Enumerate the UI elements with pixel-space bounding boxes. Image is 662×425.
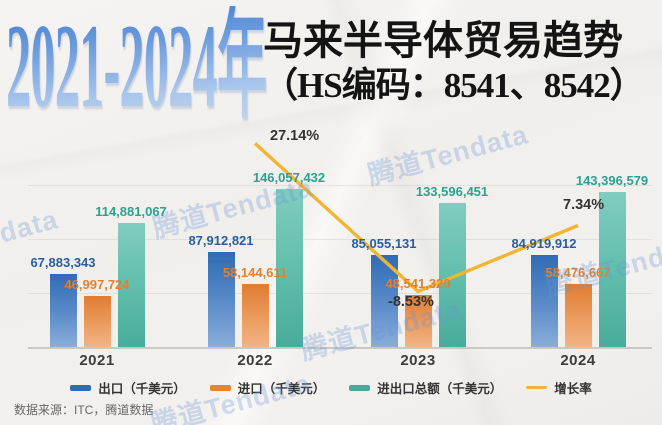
legend-label-total: 进出口总额（千美元）: [377, 382, 503, 396]
total-value-label-2024: 143,396,579: [575, 172, 649, 188]
main-title: 马来半导体贸易趋势: [263, 18, 623, 63]
import-bar-2022: [241, 284, 269, 347]
growth-rate-label-2022: 27.14%: [270, 128, 320, 145]
import-value-label-2023: 48,541,320: [385, 275, 451, 291]
x-tick-2023: 2023: [400, 352, 436, 369]
title-block: 马来半导体贸易趋势 （HS编码：8541、8542）: [263, 14, 645, 105]
x-tick-2024: 2024: [560, 352, 596, 369]
export-value-label-2021: 67,883,343: [30, 254, 96, 270]
import-value-label-2021: 46,997,724: [64, 277, 130, 293]
import-value-label-2024: 58,476,667: [545, 264, 611, 280]
import-bar-2024: [564, 283, 592, 347]
data-source-note: 数据来源：ITC，腾道数据: [14, 403, 154, 417]
growth-rate-label-2023: -8.53%: [388, 294, 434, 311]
legend-item-total: 进出口总额（千美元）: [349, 378, 502, 397]
gridline-0: [28, 292, 652, 294]
import-bar-2023: [404, 294, 432, 347]
total-value-label-2023: 133,596,451: [415, 183, 489, 199]
legend-item-import: 进口（千美元）: [209, 378, 326, 397]
export-value-label-2024: 84,919,912: [511, 236, 577, 252]
growth-rate-line-icon: [526, 386, 548, 389]
legend-label-import: 进口（千美元）: [237, 382, 326, 396]
subtitle-hs-codes: （HS编码：8541、8542）: [263, 66, 645, 105]
export-bar-2022: [207, 251, 235, 347]
import-bar-2021: [83, 296, 111, 347]
legend-item-export: 出口（千美元）: [70, 378, 186, 397]
export-value-label-2023: 85,055,131: [351, 236, 417, 251]
export-bar-2021: [49, 273, 77, 347]
total-swatch-icon: [349, 384, 371, 391]
chart-legend: 出口（千美元） 进口（千美元） 进出口总额（千美元） 增长率: [0, 378, 662, 397]
growth-rate-label-2024: 7.34%: [563, 196, 605, 213]
import-value-label-2022: 58,144,611: [222, 265, 288, 281]
total-bar-2024: [598, 191, 626, 347]
period-title: 2021-2024年: [6, 0, 267, 132]
legend-label-growth-rate: 增长率: [554, 382, 592, 396]
import-swatch-icon: [209, 384, 231, 391]
legend-label-export: 出口（千美元）: [98, 382, 186, 396]
total-value-label-2021: 114,881,067: [95, 203, 167, 219]
total-bar-2021: [117, 222, 145, 347]
x-tick-2022: 2022: [237, 352, 273, 369]
total-value-label-2022: 146,057,432: [252, 170, 326, 185]
x-axis-line: [28, 347, 652, 349]
export-value-label-2022: 87,912,821: [188, 232, 254, 248]
x-tick-2021: 2021: [79, 352, 115, 369]
export-swatch-icon: [70, 384, 92, 391]
legend-item-growth-rate: 增长率: [526, 378, 592, 397]
